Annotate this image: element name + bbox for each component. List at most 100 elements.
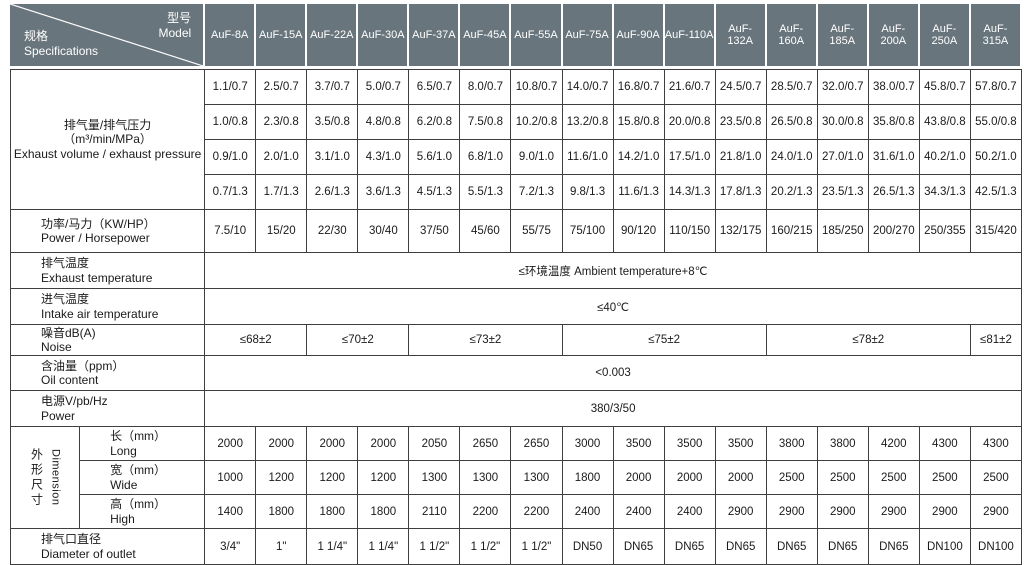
value-cell: 0.9/1.0 — [205, 140, 257, 175]
row-label-dimension-high: 高（mm） High — [80, 495, 206, 529]
value-cell: 2000 — [664, 461, 716, 495]
model-header-cell: AuF-110A — [664, 4, 716, 69]
corner-header-cell: 型号 Model 规格 Specifications — [10, 4, 206, 69]
value-cell: 3000 — [562, 427, 614, 461]
value-cell: 55.0/0.8 — [970, 105, 1022, 140]
value-cell: 2900 — [970, 495, 1022, 529]
value-cell: 17.8/1.3 — [715, 175, 767, 210]
value-cell: 10.2/0.8 — [511, 105, 563, 140]
model-header-cell: AuF-8A — [205, 4, 257, 69]
value-cell: 2900 — [919, 495, 971, 529]
dimensions-group-label-cn: 外形尺寸 — [29, 447, 44, 508]
value-cell: 2000 — [205, 427, 257, 461]
value-cell: 23.5/1.3 — [817, 175, 869, 210]
value-cell: 2000 — [715, 461, 767, 495]
value-cell: 20.0/0.8 — [664, 105, 716, 140]
value-cell: 3.1/1.0 — [307, 140, 359, 175]
value-cell: DN100 — [919, 529, 971, 565]
row-label-noise: 噪音dB(A) Noise — [10, 325, 206, 356]
value-cell: 90/120 — [613, 210, 665, 253]
value-cell: 15.8/0.8 — [613, 105, 665, 140]
value-cell: 160/215 — [766, 210, 818, 253]
value-cell: 1800 — [358, 495, 410, 529]
value-cell: 2500 — [919, 461, 971, 495]
value-cell: 30.0/0.8 — [817, 105, 869, 140]
value-cell: DN65 — [817, 529, 869, 565]
value-cell: 5.6/1.0 — [409, 140, 461, 175]
noise-value-cell: ≤73±2 — [409, 325, 563, 356]
model-header-cell: AuF-30A — [358, 4, 410, 69]
row-label-dimension-wide: 宽（mm） Wide — [80, 461, 206, 495]
row-label-outlet-diameter: 排气口直径 Diameter of outlet — [10, 529, 206, 565]
value-cell: 1400 — [205, 495, 257, 529]
value-cell: 7.5/10 — [205, 210, 257, 253]
value-cell: 2500 — [970, 461, 1022, 495]
value-cell: 42.5/1.3 — [970, 175, 1022, 210]
noise-value-cell: ≤75±2 — [562, 325, 767, 356]
value-cell: 75/100 — [562, 210, 614, 253]
value-cell: 4.3/1.0 — [358, 140, 410, 175]
model-header-cell: AuF-200A — [868, 4, 920, 69]
value-cell: 3.7/0.7 — [307, 69, 359, 105]
value-cell: 1 1/4" — [358, 529, 410, 565]
value-cell: 20.2/1.3 — [766, 175, 818, 210]
value-cell: 4.8/0.8 — [358, 105, 410, 140]
value-cell: 3500 — [613, 427, 665, 461]
row-group-dimensions: 外形尺寸 Dimension — [10, 427, 81, 529]
value-cell: 2400 — [664, 495, 716, 529]
value-cell: 1200 — [256, 461, 308, 495]
value-cell: 2050 — [409, 427, 461, 461]
value-cell: 22/30 — [307, 210, 359, 253]
value-cell: 3.5/0.8 — [307, 105, 359, 140]
value-cell: 15/20 — [256, 210, 308, 253]
diagonal-divider-line — [10, 4, 203, 66]
value-cell: 2900 — [817, 495, 869, 529]
value-cell: 31.6/1.0 — [868, 140, 920, 175]
value-cell: 34.3/1.3 — [919, 175, 971, 210]
model-header-cell: AuF-55A — [511, 4, 563, 69]
value-cell: 315/420 — [970, 210, 1022, 253]
value-cell: 3800 — [817, 427, 869, 461]
row-label-power: 功率/马力（KW/HP） Power / Horsepower — [10, 210, 206, 253]
value-cell: DN50 — [562, 529, 614, 565]
value-cell: DN65 — [664, 529, 716, 565]
value-cell: 1800 — [307, 495, 359, 529]
value-cell: 1" — [256, 529, 308, 565]
row-label-exhaust-volume: 排气量/排气压力 （m³/min/MPa） Exhaust volume / e… — [10, 69, 206, 210]
noise-value-cell: ≤81±2 — [970, 325, 1022, 356]
merged-value-exhaust-temp: ≤环境温度 Ambient temperature+8℃ — [205, 253, 1022, 289]
value-cell: 1300 — [511, 461, 563, 495]
model-header-cell: AuF-315A — [970, 4, 1022, 69]
value-cell: 1800 — [562, 461, 614, 495]
noise-value-cell: ≤78±2 — [766, 325, 971, 356]
value-cell: 6.2/0.8 — [409, 105, 461, 140]
row-label-power-supply: 电源V/pb/Hz Power — [10, 391, 206, 427]
spec-corner-label: 规格 Specifications — [24, 29, 98, 59]
value-cell: DN65 — [613, 529, 665, 565]
value-cell: 3800 — [766, 427, 818, 461]
value-cell: 55/75 — [511, 210, 563, 253]
value-cell: 9.8/1.3 — [562, 175, 614, 210]
value-cell: 28.5/0.7 — [766, 69, 818, 105]
value-cell: 35.8/0.8 — [868, 105, 920, 140]
model-header-cell: AuF-45A — [460, 4, 512, 69]
value-cell: DN65 — [715, 529, 767, 565]
value-cell: DN65 — [868, 529, 920, 565]
value-cell: 2.5/0.7 — [256, 69, 308, 105]
model-header-cell: AuF-250A — [919, 4, 971, 69]
value-cell: 27.0/1.0 — [817, 140, 869, 175]
value-cell: 1 1/2" — [511, 529, 563, 565]
value-cell: 2200 — [511, 495, 563, 529]
value-cell: 4.5/1.3 — [409, 175, 461, 210]
value-cell: 24.0/1.0 — [766, 140, 818, 175]
value-cell: 110/150 — [664, 210, 716, 253]
row-label-dimension-long: 长（mm） Long — [80, 427, 206, 461]
value-cell: 2400 — [613, 495, 665, 529]
value-cell: 45/60 — [460, 210, 512, 253]
model-header-cell: AuF-160A — [766, 4, 818, 69]
value-cell: 4300 — [970, 427, 1022, 461]
value-cell: 2500 — [766, 461, 818, 495]
value-cell: 8.0/0.7 — [460, 69, 512, 105]
value-cell: 14.0/0.7 — [562, 69, 614, 105]
model-label-en: Model — [158, 26, 192, 40]
